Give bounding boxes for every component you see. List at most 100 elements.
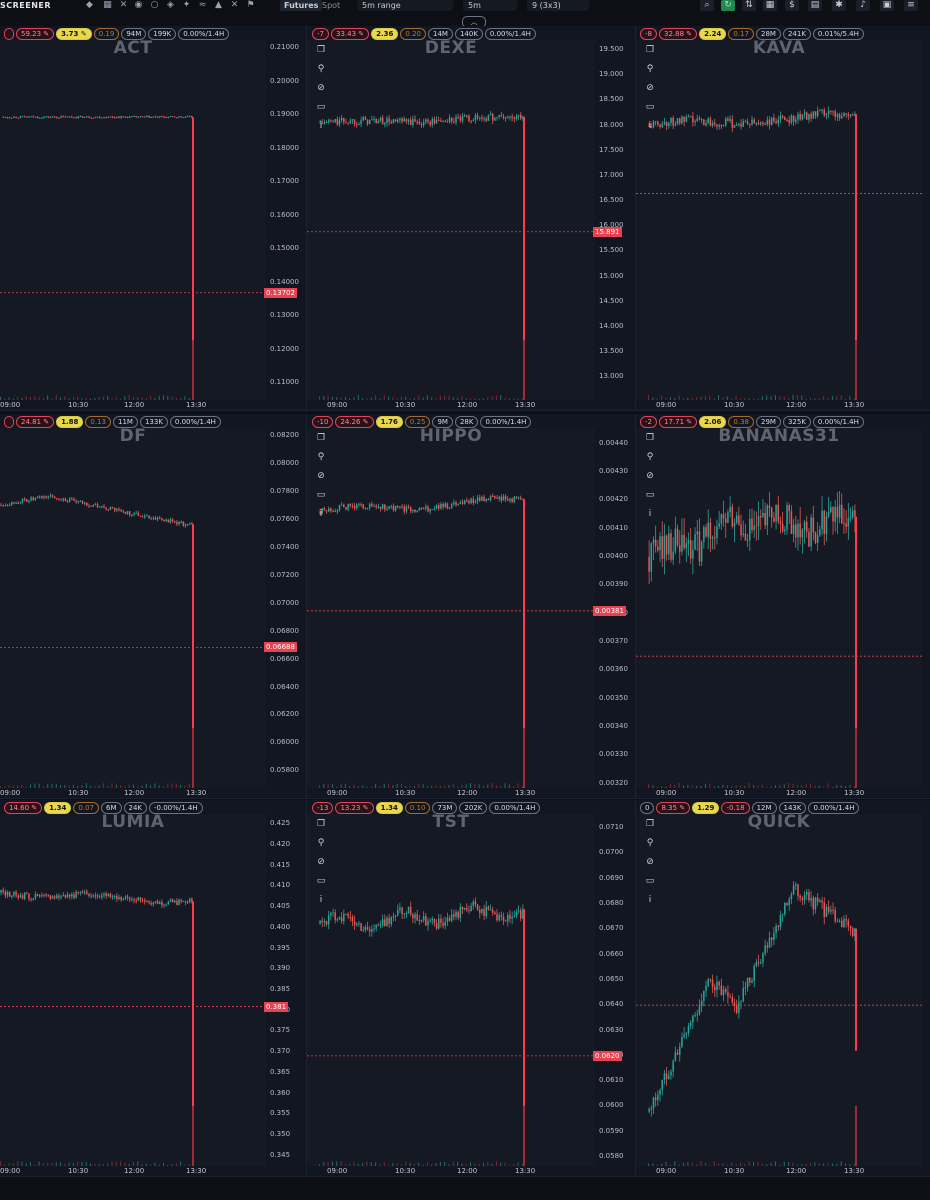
plot-area[interactable] [307, 814, 595, 1166]
drop-candle [192, 901, 194, 1158]
candle [191, 897, 193, 904]
candle [321, 118, 323, 124]
plot-area[interactable] [0, 428, 266, 788]
hide-icon[interactable]: ⊘ [317, 83, 325, 93]
interval-select[interactable]: 5m [463, 0, 517, 11]
windows-icon[interactable]: ▭ [316, 490, 326, 500]
candle [126, 116, 129, 119]
info-icon[interactable]: i [648, 509, 652, 519]
windows-icon[interactable]: ▭ [316, 876, 326, 886]
info-icon[interactable]: i [648, 121, 652, 131]
pin-icon[interactable]: ⚲ [646, 838, 654, 848]
windows-icon[interactable]: ▭ [645, 102, 655, 112]
copy-icon[interactable]: ❐ [645, 433, 655, 443]
hide-icon[interactable]: ⊘ [317, 857, 325, 867]
copy-icon[interactable]: ❐ [316, 433, 326, 443]
triangle-icon[interactable]: ▲ [215, 0, 222, 10]
candle [446, 502, 449, 510]
candle [689, 527, 692, 564]
menu-icon[interactable]: ≡ [904, 0, 918, 11]
chart-panel-lumia[interactable]: 14.60 ✎ 1.34 0.07 6M 24K -0.00%/1.4H LUMIA 0.42… [0, 800, 307, 1177]
x-icon[interactable]: ✕ [230, 0, 239, 10]
bell-icon[interactable]: ♪ [856, 0, 870, 11]
y-axis-tick: 0.0690 [599, 873, 624, 882]
bolt-icon[interactable]: ✦ [182, 0, 191, 10]
spot-tab[interactable]: Spot [322, 1, 341, 10]
copy-icon[interactable]: ❐ [645, 45, 655, 55]
grid-icon[interactable]: ▦ [763, 0, 777, 11]
chart-panel-dexe[interactable]: -7 33.43 ✎ 2.36 0.20 14M 140K 0.00%/1.4H DEXE ❐ ⚲… [307, 26, 636, 411]
wave-icon[interactable]: ≈ [198, 0, 207, 10]
dollar-icon[interactable]: $ [785, 0, 799, 11]
candle [49, 493, 52, 498]
windows-icon[interactable]: ▭ [645, 876, 655, 886]
hide-icon[interactable]: ⊘ [646, 83, 654, 93]
layout-icon[interactable]: ▣ [880, 0, 894, 11]
chart-panel-kava[interactable]: -8 32.88 ✎ 2.24 0.17 28M 241K 0.01%/5.4H KAVA ❐ ⚲… [636, 26, 930, 411]
candle [773, 927, 775, 946]
y-axis-tick: 0.07200 [270, 570, 299, 579]
range-select[interactable]: 5m range [357, 0, 453, 11]
cross-icon[interactable]: ✕ [119, 0, 128, 10]
chart-panel-quick[interactable]: 0 8.35 ✎ 1.29 -0.18 12M 143K 0.00%/1.4H QUICK ❐ ⚲… [636, 800, 930, 1177]
layout-select[interactable]: 9 (3x3) [527, 0, 589, 11]
chart-panel-tst[interactable]: -13 13.23 ✎ 1.34 0.10 73M 202K 0.00%/1.4H TST ❐ ⚲… [307, 800, 636, 1177]
info-icon[interactable]: i [319, 121, 323, 131]
plot-area[interactable] [636, 814, 922, 1166]
exchange-icon[interactable]: ▦ [103, 0, 112, 10]
diamond-icon[interactable]: ◈ [167, 0, 174, 10]
info-icon[interactable]: i [319, 509, 323, 519]
candle [472, 899, 475, 910]
candle [768, 116, 771, 130]
x-axis-tick: 12:00 [124, 401, 145, 409]
ring-icon[interactable]: ○ [150, 0, 159, 10]
plot-area[interactable] [0, 40, 266, 400]
pin-icon[interactable]: ⚲ [646, 452, 654, 462]
volume-bar [366, 786, 368, 788]
volume-bar [47, 1162, 49, 1166]
candle [407, 504, 410, 509]
pin-icon[interactable]: ⚲ [317, 64, 325, 74]
pin-icon[interactable]: ⚲ [317, 452, 325, 462]
sort-icon[interactable]: ⇅ [742, 0, 756, 11]
plot-area[interactable] [0, 814, 266, 1166]
search-icon[interactable]: ⌕ [700, 0, 714, 11]
candle [455, 500, 457, 507]
plot-area[interactable] [307, 428, 595, 788]
chart-icon[interactable]: ▤ [808, 0, 822, 11]
plot-area[interactable] [636, 428, 922, 788]
candle [178, 898, 180, 906]
pin-icon[interactable]: ⚲ [317, 838, 325, 848]
chart-panel-bananas31[interactable]: -2 17.71 ✎ 2.06 0.38 29M 325K 0.00%/1.4H BANANA… [636, 414, 930, 799]
refresh-icon[interactable]: ↻ [721, 0, 735, 11]
pin-icon[interactable]: ⚲ [646, 64, 654, 74]
copy-icon[interactable]: ❐ [316, 45, 326, 55]
hide-icon[interactable]: ⊘ [646, 471, 654, 481]
chart-panel-df[interactable]: 24.81 ✎ 1.88 0.13 11M 133K 0.00%/1.4H DF 0.0820… [0, 414, 307, 799]
candle [340, 115, 343, 123]
copy-icon[interactable]: ❐ [316, 819, 326, 829]
info-icon[interactable]: i [319, 895, 323, 905]
volume-bar [72, 785, 74, 788]
circle-icon[interactable]: ◉ [134, 0, 143, 10]
candle [388, 115, 390, 126]
flag-icon[interactable]: ⚑ [246, 0, 255, 10]
settings-icon[interactable]: ✱ [832, 0, 846, 11]
candle [349, 503, 352, 508]
windows-icon[interactable]: ▭ [645, 490, 655, 500]
plot-area[interactable] [636, 40, 922, 400]
windows-icon[interactable]: ▭ [316, 102, 326, 112]
futures-tab[interactable]: Futures [280, 0, 323, 11]
chart-panel-act[interactable]: 59.23 ✎ 3.73 ✎ 0.19 94M 199K 0.00%/1.4H ACT 0.2… [0, 26, 307, 411]
info-icon[interactable]: i [648, 895, 652, 905]
candle [126, 510, 129, 516]
chart-panel-hippo[interactable]: -10 24.26 ✎ 1.76 0.25 9M 28K 0.00%/1.4H HIPPO ❐ ⚲… [307, 414, 636, 799]
copy-icon[interactable]: ❐ [645, 819, 655, 829]
hide-icon[interactable]: ⊘ [646, 857, 654, 867]
binance-icon[interactable]: ◆ [86, 0, 93, 10]
candle [463, 907, 466, 911]
hide-icon[interactable]: ⊘ [317, 471, 325, 481]
plot-area[interactable] [307, 40, 595, 400]
volume-bar [60, 397, 62, 400]
candle [340, 502, 343, 506]
